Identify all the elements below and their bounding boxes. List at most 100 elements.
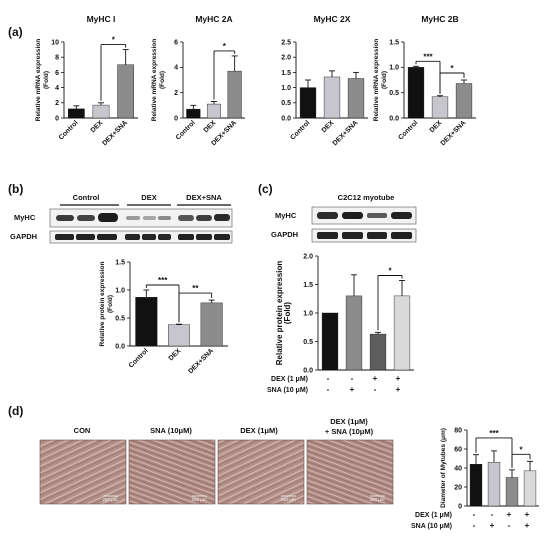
condition-mark: -	[351, 374, 354, 383]
scale-bar-label: 250 μm	[102, 497, 117, 502]
micrograph-title-dexsna-2: + SNA (10μM)	[325, 427, 374, 436]
y-tick-label: 10	[51, 39, 59, 46]
y-axis-label: Relative mRNA expression	[151, 39, 158, 122]
bar	[200, 302, 223, 347]
bar	[299, 87, 317, 119]
bar	[323, 76, 341, 119]
panel-b-label: (b)	[8, 182, 23, 196]
bar	[92, 104, 110, 119]
bar	[407, 67, 425, 119]
y-axis-label: (Fold)	[381, 71, 388, 89]
blot-c-row-gapdh: GAPDH	[271, 230, 298, 239]
bar	[321, 312, 339, 371]
blot-c-gapdh-membrane	[311, 228, 417, 243]
condition-mark: +	[396, 374, 401, 383]
y-tick-label: 0.0	[303, 367, 313, 374]
chart-title: MyHC 2B	[421, 14, 458, 24]
blot-c-myhc-bands	[317, 212, 412, 219]
category-label: Control	[289, 119, 311, 141]
blot-b-myhc-membrane	[49, 208, 233, 228]
micrograph-title-dexsna-1: DEX (1μM)	[330, 417, 368, 426]
y-axis-label: Relative mRNA expression	[35, 39, 42, 122]
panel-a-label: (a)	[8, 25, 23, 39]
blot-c-gapdh-bands	[317, 232, 412, 239]
condition-mark: -	[491, 510, 494, 519]
category-label: DEX+SNA	[187, 347, 215, 375]
condition-mark: +	[490, 521, 495, 530]
blot-b-group-control: Control	[73, 193, 100, 202]
condition-mark: -	[473, 521, 476, 530]
condition-mark: -	[374, 385, 377, 394]
chart-a2: MyHC 2A 0 2 4 6 Relative mRNA expression (Fold…	[151, 14, 245, 147]
y-axis-label: (Fold)	[43, 71, 50, 89]
condition-mark: +	[507, 510, 512, 519]
category-label: Control	[128, 347, 150, 369]
condition-d-dex-label: DEX (1 μM)	[415, 512, 452, 519]
condition-mark: -	[508, 521, 511, 530]
y-axis-label: (Fold)	[159, 71, 166, 89]
bar	[523, 470, 537, 507]
chart-a3: MyHC 2X 0.0 0.5 1.0 1.5 2.0 2.5 Control DEXDEX+S…	[281, 14, 368, 147]
significance-label: ***	[489, 429, 499, 438]
y-tick-label: 80	[454, 427, 462, 434]
condition-mark: -	[327, 374, 330, 383]
condition-mark: -	[473, 510, 476, 519]
blot-b-header: Control DEX DEX+SNA	[60, 193, 231, 206]
bar	[206, 103, 222, 119]
y-tick-label: 1.5	[389, 39, 399, 46]
chart-b: 0.0 0.5 1.0 1.5 Relative protein expression(…	[99, 259, 228, 375]
bar	[505, 477, 519, 507]
bar	[168, 324, 190, 347]
condition-c-dex-label: DEX (1 μM)	[271, 376, 308, 383]
category-label: DEX	[90, 119, 105, 134]
panel-d-label: (d)	[8, 404, 23, 418]
blot-b-gapdh-bands	[55, 234, 230, 240]
micrograph-title-sna: SNA (10μM)	[150, 426, 192, 435]
category-label: Control	[58, 119, 80, 141]
blot-c-title: C2C12 myotube	[338, 193, 395, 202]
micrograph-dex-image	[217, 439, 305, 505]
chart-c: 0.0 0.5 1.0 1.5 2.0 Relative protein expressi…	[275, 253, 414, 374]
significance-label: *	[112, 36, 116, 45]
chart-title: MyHC 2A	[195, 14, 232, 24]
y-tick-label: 2.0	[303, 253, 313, 260]
y-tick-label: 8	[55, 55, 59, 62]
chart-a1: MyHC I 0 2 4 6 8 10 Relative mRNA expression (Fo…	[35, 14, 138, 147]
blot-b-row-gapdh: GAPDH	[10, 232, 37, 241]
category-label: DEX+SNA	[101, 119, 129, 147]
blot-b-myhc-bands	[56, 213, 230, 222]
y-tick-label: 0.5	[389, 90, 399, 97]
y-tick-label: 2.5	[281, 39, 291, 46]
significance-label: ***	[158, 276, 168, 285]
blot-c-myhc-membrane	[311, 206, 417, 225]
blot-b-group-dexsna: DEX+SNA	[186, 193, 222, 202]
scale-bar-label: 250 μm	[280, 497, 295, 502]
significance-label: *	[388, 267, 392, 276]
condition-mark: +	[396, 385, 401, 394]
category-label: DEX	[321, 119, 336, 134]
category-label: DEX	[203, 119, 218, 134]
significance-label: *	[223, 42, 227, 51]
significance-label: **	[192, 284, 199, 293]
bar	[345, 295, 363, 371]
y-tick-label: 0.0	[389, 115, 399, 122]
y-tick-label: 0.0	[281, 115, 291, 122]
bar	[431, 96, 449, 119]
y-axis-label: (Fold)	[107, 295, 114, 313]
y-tick-label: 1.0	[303, 310, 313, 317]
scale-bar-label: 250 μm	[191, 497, 206, 502]
bar	[67, 108, 85, 119]
condition-mark: -	[327, 385, 330, 394]
y-tick-label: 2.0	[281, 55, 291, 62]
y-tick-label: 1.5	[303, 282, 313, 289]
chart-title: MyHC I	[87, 14, 116, 24]
bar	[393, 295, 411, 371]
bar	[369, 333, 387, 371]
y-tick-label: 0.5	[303, 339, 313, 346]
micrograph-title-con: CON	[74, 426, 91, 435]
chart-title: MyHC 2X	[314, 14, 351, 24]
y-axis-label: (Fold)	[283, 302, 292, 325]
y-tick-label: 1.0	[389, 65, 399, 72]
